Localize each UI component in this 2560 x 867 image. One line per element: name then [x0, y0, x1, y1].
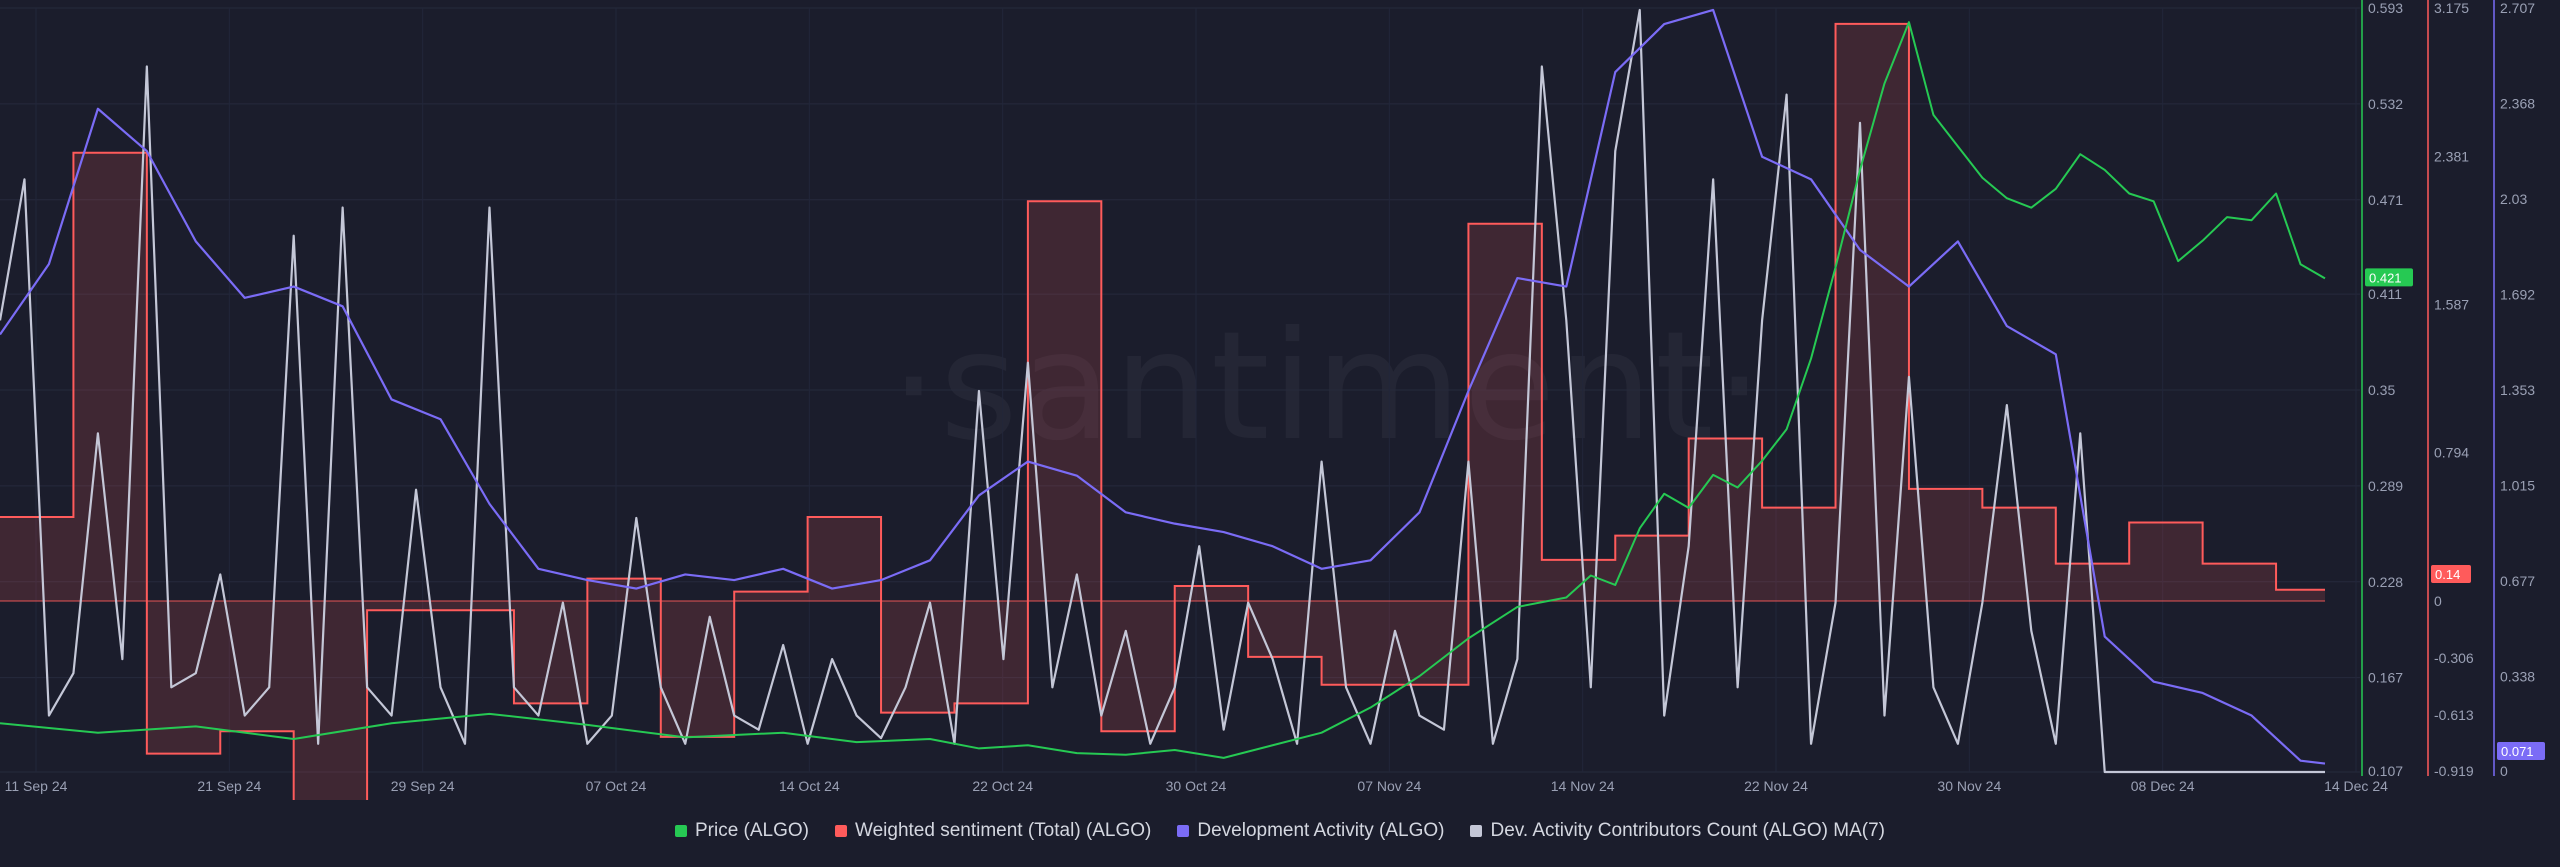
price-tick-label: 0.532 — [2368, 96, 2403, 112]
legend-label-contributors: Dev. Activity Contributors Count (ALGO) … — [1490, 820, 1886, 841]
sentiment-tick-label: 3.175 — [2434, 0, 2469, 16]
chart-plot[interactable]: 0.593 0.532 0.471 0.411 0.35 0.289 0.228 0.167 0… — [0, 0, 2560, 800]
price-tick-label: 0.35 — [2368, 382, 2395, 398]
price-tick-label: 0.593 — [2368, 0, 2403, 16]
dev-activity-tick-label: 2.03 — [2500, 191, 2527, 207]
sentiment-current-badge-bg — [2431, 565, 2471, 583]
dev-activity-tick-label: 0 — [2500, 763, 2508, 779]
dev-activity-tick-label: 2.368 — [2500, 96, 2535, 112]
contributors-line — [0, 8, 2325, 774]
legend-swatch-price — [674, 825, 687, 837]
x-tick-label: 14 Nov 24 — [1551, 778, 1615, 794]
sentiment-tick-label: 0.794 — [2434, 445, 2469, 461]
price-tick-label: 0.471 — [2368, 192, 2403, 208]
sentiment-area — [0, 23, 2325, 800]
x-tick-label: 29 Sep 24 — [391, 778, 455, 794]
x-tick-label: 11 Sep 24 — [5, 778, 68, 794]
sentiment-line — [0, 22, 2325, 800]
price-tick-label: 0.167 — [2368, 670, 2403, 686]
price-line — [0, 21, 2326, 759]
price-tick-label: 0.411 — [2368, 286, 2402, 302]
sentiment-tick-label: -0.919 — [2434, 763, 2474, 779]
x-tick-label: 30 Oct 24 — [1166, 778, 1227, 794]
dev-activity-tick-label: 0.677 — [2500, 573, 2535, 589]
x-tick-label: 07 Oct 24 — [586, 778, 647, 794]
dev-activity-tick-label: 2.707 — [2500, 0, 2535, 16]
x-tick-label: 07 Nov 24 — [1357, 778, 1421, 794]
sentiment-current-badge: 0.14 — [2435, 567, 2460, 582]
legend-swatch-dev-activity — [1177, 825, 1190, 837]
x-tick-label: 30 Nov 24 — [1937, 778, 2001, 794]
x-tick-label: 22 Oct 24 — [972, 778, 1033, 794]
legend-item-contributors[interactable]: Dev. Activity Contributors Count (ALGO) … — [1470, 820, 1885, 842]
legend-label-dev-activity: Development Activity (ALGO) — [1197, 820, 1445, 841]
x-tick-label: 22 Nov 24 — [1744, 778, 1808, 794]
x-tick-label: 14 Dec 24 — [2324, 778, 2388, 794]
sentiment-tick-label: 0 — [2434, 593, 2442, 609]
x-tick-label: 14 Oct 24 — [779, 778, 840, 794]
x-tick-label: 21 Sep 24 — [197, 778, 261, 794]
price-current-badge: 0.421 — [2369, 270, 2402, 285]
dev-activity-tick-label: 1.015 — [2500, 478, 2535, 494]
dev-activity-tick-label: 1.692 — [2500, 286, 2535, 302]
legend-label-sentiment: Weighted sentiment (Total) (ALGO) — [855, 820, 1152, 841]
legend-item-sentiment[interactable]: Weighted sentiment (Total) (ALGO) — [835, 820, 1151, 842]
legend: Price (ALGO) Weighted sentiment (Total) … — [0, 820, 2560, 842]
price-current-badge-bg — [2365, 268, 2413, 287]
sentiment-tick-label: -0.613 — [2434, 707, 2474, 723]
sentiment-tick-label: 1.587 — [2434, 297, 2469, 313]
price-tick-label: 0.107 — [2368, 763, 2403, 779]
legend-label-price: Price (ALGO) — [694, 820, 809, 841]
legend-item-price[interactable]: Price (ALGO) — [674, 820, 809, 842]
sentiment-tick-label: -0.306 — [2434, 650, 2474, 666]
legend-swatch-sentiment — [835, 825, 847, 837]
dev-activity-current-badge-bg — [2497, 742, 2545, 760]
legend-swatch-contributors — [1470, 825, 1483, 837]
x-tick-label: 08 Dec 24 — [2131, 778, 2195, 794]
dev-activity-tick-label: 1.353 — [2500, 382, 2535, 398]
legend-item-dev-activity[interactable]: Development Activity (ALGO) — [1177, 820, 1444, 842]
dev-activity-tick-label: 0.338 — [2500, 669, 2535, 685]
price-tick-label: 0.289 — [2368, 478, 2403, 494]
price-tick-label: 0.228 — [2368, 574, 2403, 590]
dev-activity-line — [0, 8, 2326, 765]
dev-activity-current-badge: 0.071 — [2501, 744, 2534, 759]
sentiment-tick-label: 2.381 — [2434, 148, 2469, 164]
